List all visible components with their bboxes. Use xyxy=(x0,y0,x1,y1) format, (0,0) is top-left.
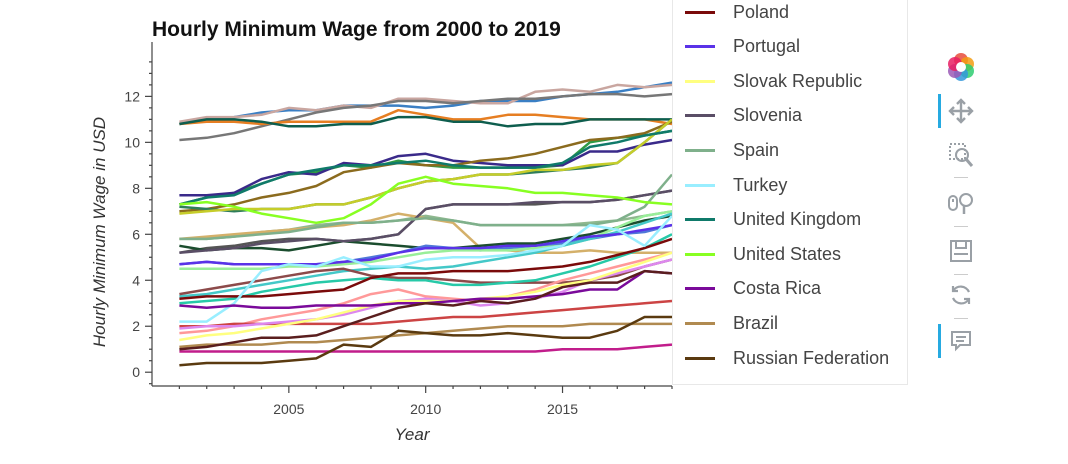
legend-item-united-kingdom[interactable]: United Kingdom xyxy=(685,208,861,232)
legend-label: Slovak Republic xyxy=(733,70,863,91)
legend-item-united-states[interactable]: United States xyxy=(685,242,841,266)
legend-item-portugal[interactable]: Portugal xyxy=(685,35,800,59)
legend-label: Costa Rica xyxy=(733,278,822,299)
hover-icon[interactable] xyxy=(938,324,984,358)
legend-item-costa-rica[interactable]: Costa Rica xyxy=(685,277,821,301)
legend-swatch xyxy=(685,45,715,49)
x-tick-label: 2015 xyxy=(547,401,578,417)
legend-swatch xyxy=(685,218,715,222)
wheel-zoom-icon[interactable] xyxy=(938,186,984,220)
series-line-unlabeled-20 xyxy=(179,251,673,335)
x-tick-label: 2005 xyxy=(273,401,304,417)
legend-item-spain[interactable]: Spain xyxy=(685,138,779,162)
series-line-united-kingdom xyxy=(179,129,673,206)
legend-item-turkey[interactable]: Turkey xyxy=(685,173,787,197)
toolbar-divider xyxy=(954,177,968,178)
reset-icon[interactable] xyxy=(938,278,984,312)
series-line-russian-federation xyxy=(179,315,672,367)
legend-swatch xyxy=(685,10,715,14)
legend-swatch xyxy=(685,183,715,187)
legend-swatch xyxy=(685,79,715,83)
plot-area[interactable]: 0 2 4 6 8 10 12 2005 2010 2015 xyxy=(0,0,680,464)
legend-label: Portugal xyxy=(733,36,801,57)
bokeh-logo-icon[interactable] xyxy=(938,50,984,84)
save-icon[interactable] xyxy=(938,234,984,268)
legend-label: Poland xyxy=(733,1,790,22)
y-tick-label: 6 xyxy=(132,226,140,242)
legend-item-brazil[interactable]: Brazil xyxy=(685,311,778,335)
series-line-unlabeled-7 xyxy=(179,138,673,197)
legend-item-slovak-republic[interactable]: Slovak Republic xyxy=(685,69,862,93)
series-line-unlabeled-6 xyxy=(179,129,673,206)
box-zoom-icon[interactable] xyxy=(938,138,984,172)
y-tick-label: 8 xyxy=(132,180,140,196)
legend-label: Turkey xyxy=(733,174,788,195)
pan-icon[interactable] xyxy=(938,94,984,128)
x-tick-label: 2010 xyxy=(410,401,441,417)
toolbar-divider xyxy=(954,226,968,227)
legend-label: United Kingdom xyxy=(733,209,862,230)
series-line-unlabeled-19 xyxy=(179,233,673,305)
legend: Poland Portugal Slovak Republic Slovenia Spa… xyxy=(672,0,908,385)
chart-title: Hourly Minimum Wage from 2000 to 2019 xyxy=(152,18,561,41)
series-line-turkey xyxy=(179,215,673,323)
y-tick-label: 0 xyxy=(132,364,140,380)
axes-layer: 0 2 4 6 8 10 12 2005 2010 2015 xyxy=(124,42,673,417)
legend-label: Slovenia xyxy=(733,105,803,126)
legend-item-russian-federation[interactable]: Russian Federation xyxy=(685,346,889,370)
y-tick-label: 4 xyxy=(132,272,140,288)
series-line-poland xyxy=(179,237,673,300)
legend-swatch xyxy=(685,287,715,291)
y-tick-label: 2 xyxy=(132,318,140,334)
series-line-slovenia xyxy=(179,189,673,254)
series-line-unlabeled-5 xyxy=(179,115,672,128)
legend-item-slovenia[interactable]: Slovenia xyxy=(685,104,802,128)
series-line-unlabeled-17 xyxy=(179,212,673,298)
series-line-portugal xyxy=(179,223,673,266)
y-tick-label: 10 xyxy=(124,134,140,150)
series-line-unlabeled-8 xyxy=(179,120,673,213)
y-axis-label: Hourly Minimum Wage in USD xyxy=(90,116,109,348)
x-axis-label: Year xyxy=(394,425,430,444)
series-line-unlabeled-10 xyxy=(179,118,673,215)
y-tick-label: 12 xyxy=(124,88,140,104)
legend-label: Brazil xyxy=(733,312,779,333)
legend-item-poland[interactable]: Poland xyxy=(685,0,789,24)
legend-swatch xyxy=(685,321,715,325)
series-line-unlabeled-2 xyxy=(179,83,673,123)
series-line-unlabeled-35 xyxy=(179,269,673,351)
series-lines-layer xyxy=(179,81,673,367)
legend-swatch xyxy=(685,252,715,256)
series-line-unlabeled-3 xyxy=(179,92,673,142)
legend-swatch xyxy=(685,114,715,118)
series-line-slovak-republic xyxy=(179,251,673,342)
plot-toolbar xyxy=(938,50,984,370)
series-line-unlabeled-23 xyxy=(179,343,673,353)
legend-swatch xyxy=(685,356,715,360)
toolbar-divider xyxy=(954,318,968,319)
toolbar-divider xyxy=(954,274,968,275)
series-line-united-states xyxy=(179,175,673,225)
legend-label: Spain xyxy=(733,139,780,160)
legend-swatch xyxy=(685,148,715,152)
legend-label: Russian Federation xyxy=(733,347,890,368)
legend-label: United States xyxy=(733,243,842,264)
